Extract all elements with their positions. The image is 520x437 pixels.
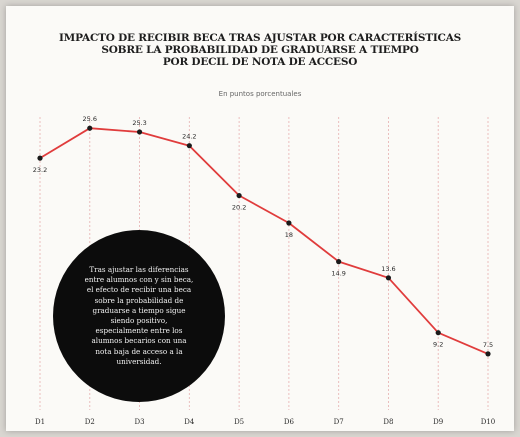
series-line [39,127,489,355]
x-tick-label: D5 [234,418,244,426]
data-point [186,143,192,149]
data-label: 25.3 [132,119,146,127]
x-tick-label: D2 [85,418,95,426]
data-point [435,330,441,336]
data-label: 25.6 [83,115,97,123]
x-tick-label: D3 [135,418,145,426]
x-tick-label: D6 [284,418,295,426]
title-line-3: POR DECIL DE NOTA DE ACCESO [162,56,358,68]
data-label: 13.6 [381,265,395,273]
x-tick-label: D10 [481,418,496,426]
x-tick-label: D8 [383,418,393,426]
data-point [485,351,491,357]
data-label: 9.2 [433,341,443,349]
chart-title: IMPACTO DE RECIBIR BECA TRAS AJUSTAR POR… [0,32,520,68]
data-point [37,155,43,161]
chart-subtitle: En puntos porcentuales [218,90,302,98]
title-line-1: IMPACTO DE RECIBIR BECA TRAS AJUSTAR POR… [58,32,462,44]
data-label: 24.2 [182,133,196,141]
data-label: 20.2 [232,204,246,212]
data-point [336,259,342,265]
data-label: 7.5 [483,341,493,349]
data-label: 14.9 [331,270,345,278]
annotation-circle: Tras ajustar las diferencias entre alumn… [53,230,225,402]
x-tick-label: D7 [334,418,344,426]
data-point [385,275,392,281]
data-point [236,192,242,199]
data-label: 23.2 [33,166,47,174]
x-tick-label: D4 [184,418,195,426]
title-line-2: SOBRE LA PROBABILIDAD DE GRADUARSE A TIE… [101,44,419,56]
data-point [286,220,292,226]
x-tick-label: D1 [35,418,45,426]
data-point [136,129,143,135]
x-tick-label: D9 [433,418,443,426]
data-label: 18 [285,231,293,239]
data-point [87,125,93,131]
annotation-text: Tras ajustar las diferencias entre alumn… [84,264,194,366]
